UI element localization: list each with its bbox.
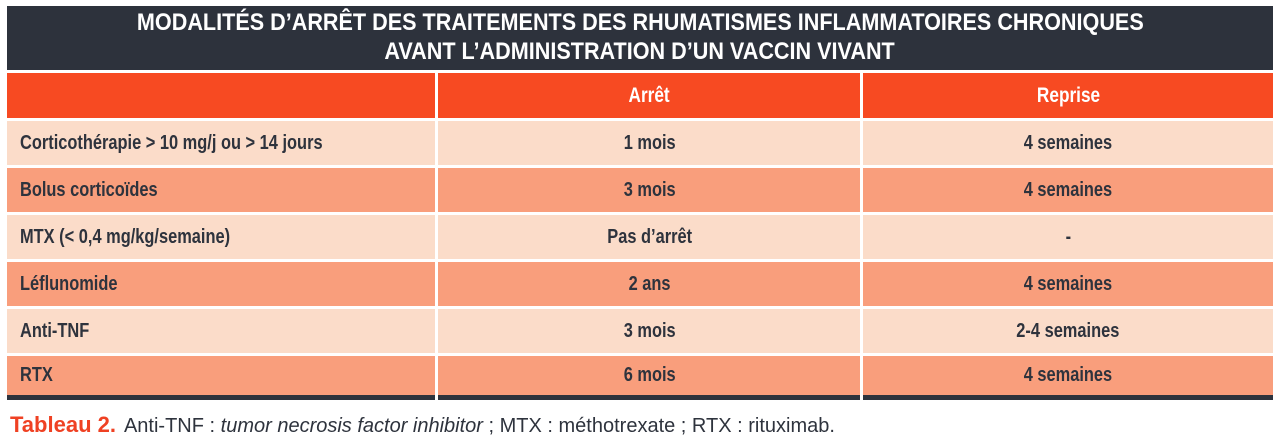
arret-cell: 1 mois xyxy=(438,121,861,165)
treatment-cell: Léflunomide xyxy=(7,262,436,306)
table-row: Léflunomide 2 ans 4 semaines xyxy=(7,262,1273,306)
caption-text-italic: tumor necrosis factor inhibitor xyxy=(220,415,483,437)
reprise-cell: 4 semaines xyxy=(863,262,1273,306)
treatment-cell: Bolus corticoïdes xyxy=(7,168,436,212)
table-row: RTX 6 mois 4 semaines xyxy=(7,356,1273,400)
treatment-cell: Corticothérapie > 10 mg/j ou > 14 jours xyxy=(7,121,436,165)
treatment-cell: MTX (< 0,4 mg/kg/semaine) xyxy=(7,215,436,259)
reprise-cell: 4 semaines xyxy=(863,121,1273,165)
arret-cell: Pas d’arrêt xyxy=(438,215,861,259)
caption-text-pre: Anti-TNF : xyxy=(123,415,221,437)
table-row: Anti-TNF 3 mois 2-4 semaines xyxy=(7,309,1273,353)
caption-number: Tableau 2. xyxy=(10,412,116,437)
column-header-row: Arrêt Reprise xyxy=(7,73,1273,118)
table-caption: Tableau 2. Anti-TNF : tumor necrosis fact… xyxy=(10,412,1276,438)
table-row: MTX (< 0,4 mg/kg/semaine) Pas d’arrêt - xyxy=(7,215,1273,259)
table-row: Corticothérapie > 10 mg/j ou > 14 jours … xyxy=(7,121,1273,165)
treatment-cell: RTX xyxy=(7,356,436,400)
arret-cell: 3 mois xyxy=(438,309,861,353)
arret-cell: 6 mois xyxy=(438,356,861,400)
table-title: MODALITÉS D’ARRÊT DES TRAITEMENTS DES RH… xyxy=(7,6,1273,70)
arret-cell: 2 ans xyxy=(438,262,861,306)
reprise-cell: - xyxy=(863,215,1273,259)
col-header-arret: Arrêt xyxy=(438,73,861,118)
col-header-reprise: Reprise xyxy=(863,73,1273,118)
table-title-line2: AVANT L’ADMINISTRATION D’UN VACCIN VIVAN… xyxy=(384,38,896,65)
table-title-row: MODALITÉS D’ARRÊT DES TRAITEMENTS DES RH… xyxy=(7,6,1273,70)
table-row: Bolus corticoïdes 3 mois 4 semaines xyxy=(7,168,1273,212)
treatment-stop-table: MODALITÉS D’ARRÊT DES TRAITEMENTS DES RH… xyxy=(4,3,1276,403)
arret-cell: 3 mois xyxy=(438,168,861,212)
col-header-empty xyxy=(7,73,436,118)
caption-text-post: ; MTX : méthotrexate ; RTX : rituximab. xyxy=(482,415,835,437)
reprise-cell: 4 semaines xyxy=(863,356,1273,400)
treatment-cell: Anti-TNF xyxy=(7,309,436,353)
reprise-cell: 2-4 semaines xyxy=(863,309,1273,353)
table-title-line1: MODALITÉS D’ARRÊT DES TRAITEMENTS DES RH… xyxy=(136,9,1144,37)
reprise-cell: 4 semaines xyxy=(863,168,1273,212)
